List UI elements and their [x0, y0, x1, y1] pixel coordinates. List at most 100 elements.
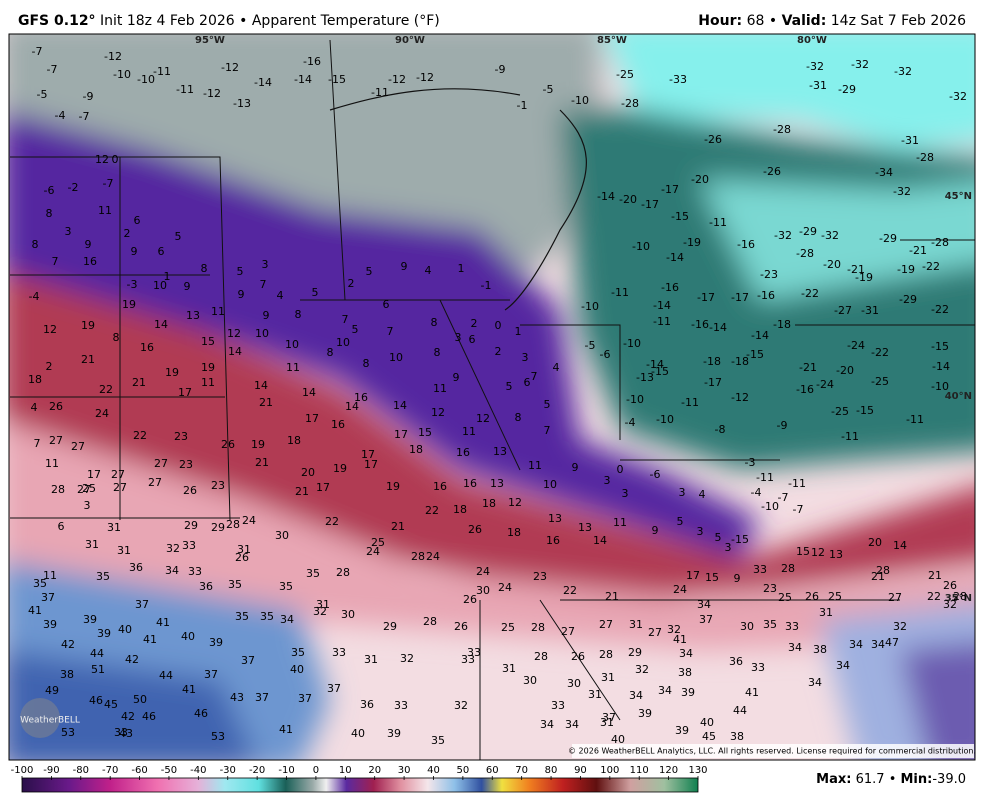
temperature-label: -14 [653, 299, 671, 312]
temperature-label: -4 [751, 486, 762, 499]
temperature-label: -19 [683, 236, 701, 249]
temperature-label: 37 [135, 598, 149, 611]
temperature-label: 29 [628, 646, 642, 659]
temperature-label: 16 [546, 534, 560, 547]
temperature-label: -5 [543, 83, 554, 96]
temperature-label: 7 [387, 325, 394, 338]
temperature-label: -12 [203, 87, 221, 100]
temperature-label: 41 [156, 616, 170, 629]
temperature-label: 9 [263, 309, 270, 322]
temperature-label: -15 [856, 404, 874, 417]
temperature-label: 46 [194, 707, 208, 720]
colorbar-tick-label: 10 [339, 765, 352, 776]
temperature-label: -10 [761, 500, 779, 513]
temperature-label: -32 [821, 229, 839, 242]
temperature-label: -19 [897, 263, 915, 276]
temperature-label: -31 [901, 134, 919, 147]
temperature-label: 31 [588, 688, 602, 701]
temperature-label: 0 [617, 463, 624, 476]
temperature-label: -14 [254, 76, 272, 89]
temperature-label: 35 [763, 618, 777, 631]
temperature-label: 23 [179, 458, 193, 471]
temperature-label: 16 [83, 255, 97, 268]
colorbar-tick-label: 110 [630, 765, 649, 776]
min-label: Min: [901, 772, 933, 787]
temperature-label: 13 [493, 445, 507, 458]
temperature-label: 30 [567, 677, 581, 690]
colorbar-tick-label: -40 [190, 765, 206, 776]
temperature-label: 17 [361, 448, 375, 461]
temperature-label: 23 [763, 582, 777, 595]
temperature-label: 10 [543, 478, 557, 491]
temperature-label: -10 [623, 337, 641, 350]
temperature-label: 16 [433, 480, 447, 493]
temperature-label: 11 [43, 569, 57, 582]
temperature-label: 38 [813, 643, 827, 656]
temperature-label: 35 [260, 610, 274, 623]
temperature-label: 35 [33, 577, 47, 590]
temperature-label: 17 [394, 428, 408, 441]
colorbar-tick-label: 70 [515, 765, 528, 776]
temperature-label: 29 [383, 620, 397, 633]
run: Init 18z 4 Feb 2026 [100, 13, 235, 29]
temperature-label: 8 [201, 262, 208, 275]
temperature-label: 39 [43, 618, 57, 631]
temperature-label: 13 [829, 548, 843, 561]
temperature-label: -31 [809, 79, 827, 92]
temperature-label: 22 [133, 429, 147, 442]
temperature-label: 19 [386, 480, 400, 493]
temperature-label: 21 [871, 570, 885, 583]
min: -39.0 [932, 772, 966, 787]
temperature-label: 39 [638, 707, 652, 720]
temperature-label: -10 [632, 240, 650, 253]
temperature-label: -20 [836, 364, 854, 377]
temperature-label: 34 [849, 638, 863, 651]
temperature-label: -21 [799, 361, 817, 374]
temperature-label: 3 [455, 331, 462, 344]
colorbar-tick-label: 100 [600, 765, 619, 776]
temperature-label: -17 [661, 183, 679, 196]
temperature-label: -5 [37, 88, 48, 101]
temperature-label: 0 [112, 153, 119, 166]
temperature-label: 34 [679, 647, 693, 660]
temperature-label: -16 [757, 289, 775, 302]
temperature-label: 7 [260, 278, 267, 291]
temperature-label: 5 [352, 323, 359, 336]
temperature-label: -11 [176, 83, 194, 96]
temperature-label: 33 [461, 653, 475, 666]
temperature-label: 32 [166, 542, 180, 555]
temperature-label: 31 [364, 653, 378, 666]
separator: • [769, 13, 777, 29]
temperature-label: 10 [153, 279, 167, 292]
colorbar-tick-label: -30 [220, 765, 236, 776]
temperature-label: 41 [673, 633, 687, 646]
temperature-label: 21 [391, 520, 405, 533]
temperature-label: 17 [87, 468, 101, 481]
temperature-label: 12 [811, 546, 825, 559]
temperature-label: 6 [383, 298, 390, 311]
temperature-label: 28 [534, 650, 548, 663]
temperature-label: 8 [434, 346, 441, 359]
temperature-label: 39 [675, 724, 689, 737]
temperature-label: 24 [95, 407, 109, 420]
temperature-label: -17 [697, 291, 715, 304]
colorbar-tick-label: 0 [313, 765, 319, 776]
temperature-label: 11 [45, 457, 59, 470]
temperature-label: 44 [733, 704, 747, 717]
temperature-label: -11 [611, 286, 629, 299]
temperature-label: 3 [262, 258, 269, 271]
temperature-label: 31 [819, 606, 833, 619]
temperature-label: 28 [51, 483, 65, 496]
colorbar-tick-label: 130 [688, 765, 707, 776]
temperature-label: 46 [89, 694, 103, 707]
temperature-label: 32 [943, 598, 957, 611]
temperature-label: 6 [469, 333, 476, 346]
separator: • [889, 772, 897, 787]
temperature-label: 21 [295, 485, 309, 498]
temperature-label: -4 [55, 109, 66, 122]
temperature-label: 39 [209, 636, 223, 649]
temperature-label: -10 [656, 413, 674, 426]
temperature-label: -7 [793, 503, 804, 516]
temperature-label: 11 [528, 459, 542, 472]
